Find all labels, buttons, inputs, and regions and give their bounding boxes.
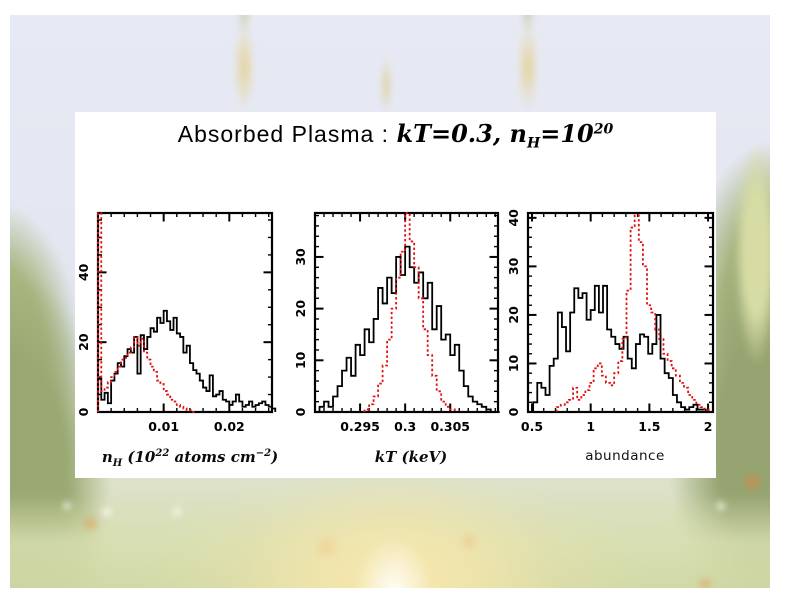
reference-dashed-red: [555, 214, 710, 412]
svg-text:0.295: 0.295: [340, 419, 380, 434]
reference-dashed-red: [97, 212, 197, 413]
title-math-eq1: =0.3,: [430, 119, 510, 148]
posterior-solid-black: [318, 245, 500, 413]
svg-text:30: 30: [293, 248, 308, 266]
svg-text:20: 20: [76, 333, 91, 351]
nh-label-open: (10: [122, 448, 156, 466]
nh-label-sub: H: [112, 458, 123, 469]
svg-text:0: 0: [76, 407, 91, 416]
title-math-eq2: =10: [540, 119, 594, 148]
nh-label-close: ): [271, 448, 279, 466]
histogram-plot-nh: 0.01 0.02 0 20 40: [74, 207, 294, 447]
posterior-solid-black: [97, 309, 277, 412]
svg-text:0.01: 0.01: [148, 419, 179, 434]
title-math-kt: kT: [396, 119, 431, 148]
svg-text:20: 20: [293, 300, 308, 318]
svg-text:10: 10: [506, 354, 521, 372]
histogram-svg: 0.295 0.3 0.305 0 10 20 30: [293, 211, 500, 434]
kt-label-unit: (keV): [396, 448, 448, 466]
svg-text:2: 2: [704, 419, 713, 434]
histogram-svg: 0.01 0.02 0 20 40: [76, 211, 277, 434]
svg-text:40: 40: [76, 263, 91, 281]
svg-text:40: 40: [506, 209, 521, 227]
nh-label-mid: atoms cm: [169, 448, 256, 466]
xaxis-title-nh: nH (1022 atoms cm−2): [75, 448, 305, 469]
figure-title: Absorbed Plasma : kT=0.3, nH=1020: [75, 119, 716, 152]
histogram-plot-kt: 0.295 0.3 0.305 0 10 20 30: [291, 207, 511, 447]
figure-panel: Absorbed Plasma : kT=0.3, nH=1020 0.01 0.…: [75, 112, 716, 478]
nh-label-sup1: 22: [155, 448, 170, 459]
svg-text:0: 0: [506, 407, 521, 416]
nh-label-sup2: −2: [255, 448, 272, 459]
title-text: Absorbed Plasma :: [177, 121, 397, 147]
svg-text:0.5: 0.5: [521, 419, 543, 434]
title-math-sup: 20: [593, 121, 614, 138]
xaxis-title-kt: kT (keV): [311, 448, 511, 466]
title-math-nsub: H: [527, 135, 541, 152]
svg-text:20: 20: [506, 306, 521, 324]
title-math-n: n: [509, 119, 527, 148]
svg-text:10: 10: [293, 351, 308, 369]
svg-text:0.3: 0.3: [394, 419, 416, 434]
nh-label-n: n: [101, 448, 113, 466]
posterior-solid-black: [532, 284, 707, 412]
svg-text:0.305: 0.305: [430, 419, 470, 434]
svg-text:0.02: 0.02: [214, 419, 245, 434]
svg-text:30: 30: [506, 257, 521, 275]
reference-dashed-red: [363, 212, 456, 412]
svg-text:0: 0: [293, 407, 308, 416]
histogram-plot-abundance: 0.5 1 1.5 2 0 10 20 30 40: [504, 207, 724, 447]
kt-label-main: kT: [374, 448, 397, 466]
svg-text:1: 1: [586, 419, 595, 434]
xaxis-title-abundance: abundance: [515, 448, 735, 464]
abundance-label: abundance: [585, 448, 665, 464]
svg-text:1.5: 1.5: [638, 419, 660, 434]
